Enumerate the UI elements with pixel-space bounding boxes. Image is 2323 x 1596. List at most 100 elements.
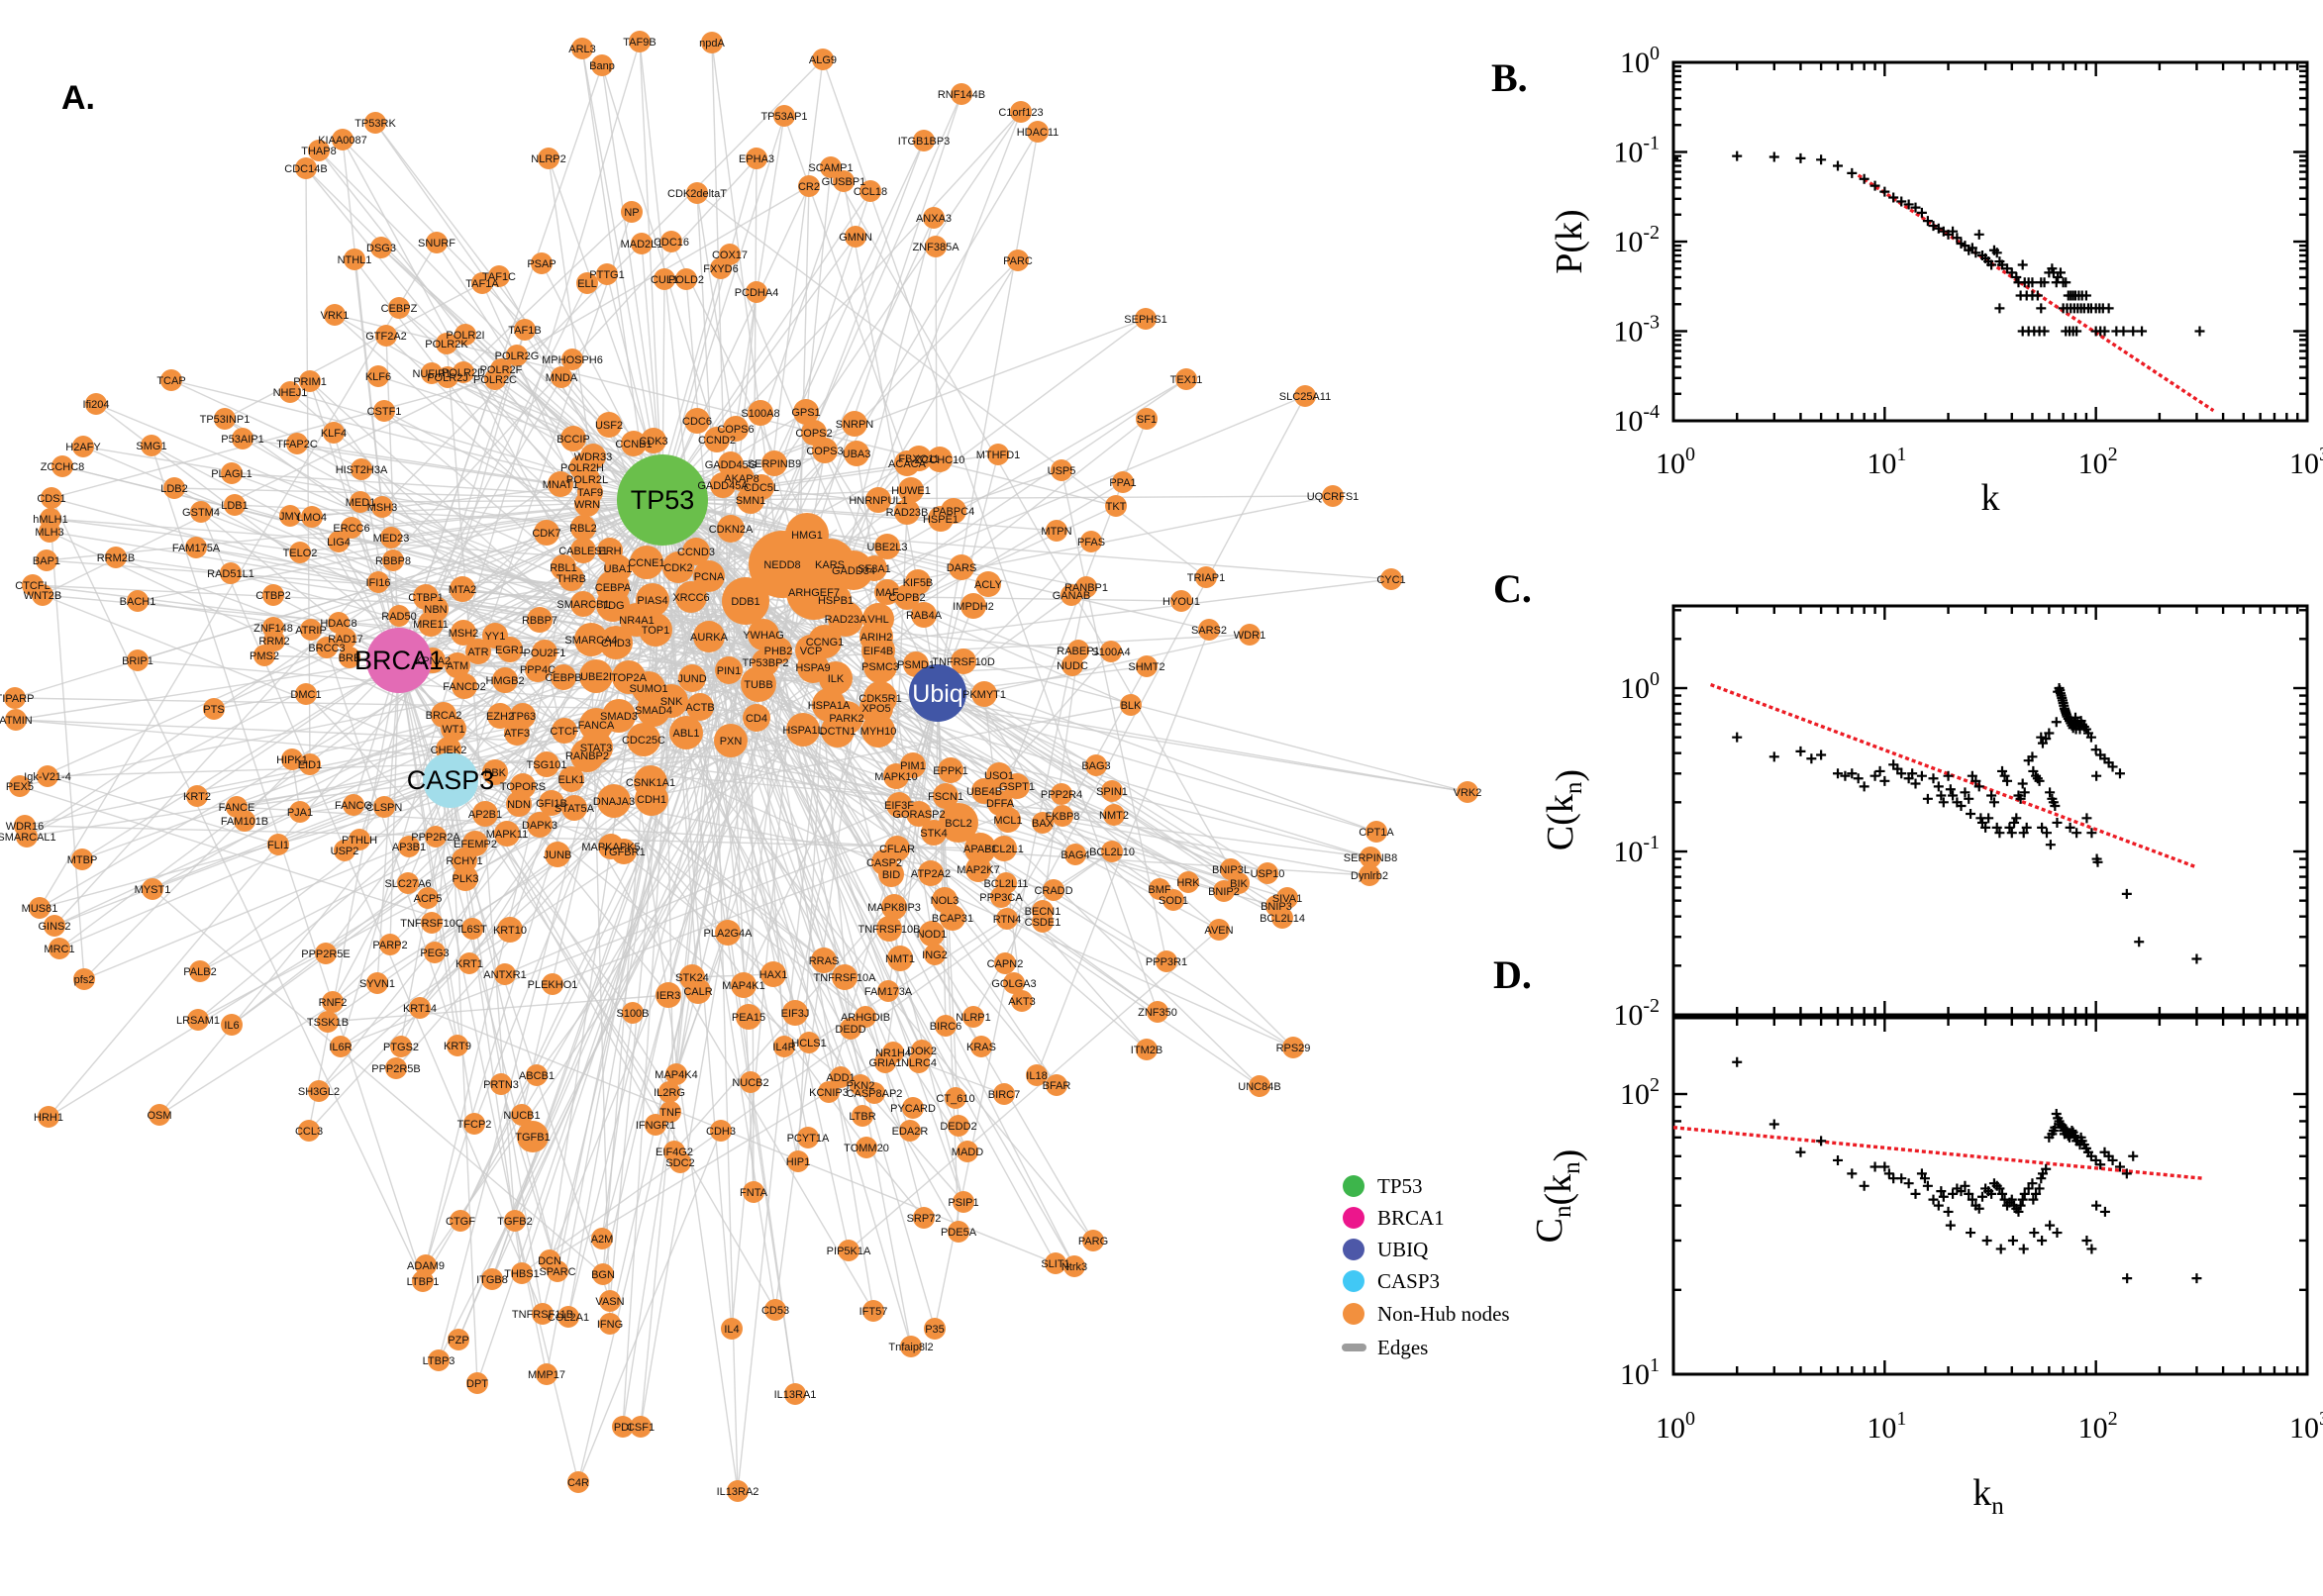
svg-text:CPT1A: CPT1A bbox=[1359, 827, 1394, 839]
svg-text:PARK2: PARK2 bbox=[829, 713, 863, 725]
svg-text:FNTA: FNTA bbox=[740, 1187, 768, 1199]
svg-text:HAX1: HAX1 bbox=[759, 969, 788, 981]
svg-text:TGFBR1: TGFBR1 bbox=[602, 847, 645, 858]
svg-text:PARP2: PARP2 bbox=[372, 940, 407, 951]
svg-text:NR4A1: NR4A1 bbox=[619, 615, 654, 627]
svg-text:BIRC7: BIRC7 bbox=[988, 1089, 1020, 1101]
svg-text:HRK: HRK bbox=[1176, 877, 1200, 889]
svg-text:MTBP: MTBP bbox=[67, 854, 98, 866]
svg-text:PKMYT1: PKMYT1 bbox=[962, 689, 1006, 701]
svg-text:MPHOSPH6: MPHOSPH6 bbox=[542, 354, 603, 366]
svg-text:RBBP7: RBBP7 bbox=[522, 615, 557, 627]
svg-text:PPP3CA: PPP3CA bbox=[979, 892, 1023, 904]
svg-text:BRCA1: BRCA1 bbox=[354, 646, 444, 675]
svg-text:PLAGL1: PLAGL1 bbox=[211, 468, 252, 480]
svg-text:CASP2: CASP2 bbox=[866, 857, 902, 869]
svg-text:TP53INP1: TP53INP1 bbox=[200, 414, 251, 426]
svg-text:IFT57: IFT57 bbox=[859, 1306, 888, 1318]
svg-text:SYVN1: SYVN1 bbox=[359, 978, 395, 990]
svg-text:GADD34: GADD34 bbox=[832, 565, 875, 577]
svg-text:PIAS4: PIAS4 bbox=[637, 595, 667, 607]
svg-text:MED1: MED1 bbox=[346, 497, 376, 509]
svg-text:ELK1: ELK1 bbox=[558, 774, 585, 786]
svg-text:EPPK1: EPPK1 bbox=[933, 765, 967, 777]
svg-text:KRT1: KRT1 bbox=[455, 958, 483, 970]
svg-text:POLR2F: POLR2F bbox=[480, 364, 523, 376]
svg-text:S100A8: S100A8 bbox=[741, 408, 779, 420]
svg-text:MAP4K1: MAP4K1 bbox=[722, 980, 764, 992]
svg-text:MED23: MED23 bbox=[373, 533, 410, 545]
svg-text:TP53: TP53 bbox=[631, 485, 695, 515]
svg-text:MAPKAPK5: MAPKAPK5 bbox=[581, 842, 640, 853]
svg-text:KARS: KARS bbox=[815, 559, 845, 571]
svg-text:GTF2A2: GTF2A2 bbox=[365, 331, 407, 343]
svg-text:ATM: ATM bbox=[447, 660, 468, 672]
svg-text:MAPK11: MAPK11 bbox=[486, 829, 529, 841]
svg-text:P(k): P(k) bbox=[1549, 209, 1590, 273]
svg-text:101: 101 bbox=[1867, 1408, 1906, 1445]
svg-text:NUCB2: NUCB2 bbox=[732, 1077, 768, 1089]
svg-text:BAG4: BAG4 bbox=[1060, 849, 1089, 861]
svg-text:NOD1: NOD1 bbox=[917, 929, 948, 941]
svg-text:TOPORS: TOPORS bbox=[500, 781, 546, 793]
svg-text:CDK5R1: CDK5R1 bbox=[858, 693, 901, 705]
svg-text:IL6ST: IL6ST bbox=[457, 924, 487, 936]
svg-text:AP2B1: AP2B1 bbox=[468, 809, 502, 821]
svg-text:TCAP: TCAP bbox=[156, 375, 185, 387]
svg-text:USP2: USP2 bbox=[331, 846, 359, 857]
svg-text:TDG: TDG bbox=[601, 600, 624, 612]
svg-text:CASP3: CASP3 bbox=[407, 765, 495, 795]
svg-text:AURKA: AURKA bbox=[690, 632, 729, 644]
svg-text:HYOU1: HYOU1 bbox=[1162, 596, 1200, 608]
svg-text:HDAC8: HDAC8 bbox=[320, 618, 356, 630]
svg-text:ATMIN: ATMIN bbox=[0, 715, 33, 727]
svg-text:CSDE1: CSDE1 bbox=[1025, 917, 1061, 929]
svg-text:FLI1: FLI1 bbox=[267, 840, 289, 851]
svg-text:RABEP1: RABEP1 bbox=[1057, 646, 1099, 657]
svg-text:PKN2: PKN2 bbox=[847, 1080, 875, 1092]
svg-text:ILK: ILK bbox=[828, 673, 845, 685]
svg-text:DCN: DCN bbox=[538, 1255, 561, 1267]
svg-text:SLIT1: SLIT1 bbox=[1041, 1258, 1069, 1270]
svg-text:CDH1: CDH1 bbox=[637, 794, 666, 806]
svg-text:Ifi204: Ifi204 bbox=[83, 399, 110, 411]
svg-text:NR1H4: NR1H4 bbox=[875, 1047, 911, 1059]
svg-text:TAF9: TAF9 bbox=[577, 487, 603, 499]
svg-text:102: 102 bbox=[1620, 1074, 1660, 1111]
svg-text:BIRC6: BIRC6 bbox=[930, 1021, 961, 1033]
svg-text:LTBP1: LTBP1 bbox=[407, 1276, 440, 1288]
svg-text:PPP2R5E: PPP2R5E bbox=[301, 948, 351, 960]
svg-text:PTTG1: PTTG1 bbox=[589, 269, 624, 281]
svg-text:MYH10: MYH10 bbox=[860, 726, 897, 738]
svg-text:TAF1C: TAF1C bbox=[482, 271, 516, 283]
svg-text:CYC1: CYC1 bbox=[1376, 574, 1405, 586]
svg-text:CHEK2: CHEK2 bbox=[431, 745, 467, 756]
svg-text:UBE2I: UBE2I bbox=[580, 671, 612, 683]
svg-text:COPS3: COPS3 bbox=[806, 446, 843, 457]
svg-text:SMARCA4: SMARCA4 bbox=[564, 635, 617, 647]
svg-text:Non-Hub nodes: Non-Hub nodes bbox=[1377, 1302, 1510, 1326]
log-log-charts: 10010-110-210-310-4100101102103kP(k)1001… bbox=[1529, 43, 2323, 1520]
svg-text:10-4: 10-4 bbox=[1613, 401, 1660, 438]
svg-text:IL6R: IL6R bbox=[329, 1042, 352, 1053]
svg-text:IL4R: IL4R bbox=[772, 1042, 795, 1053]
svg-text:HDAC11: HDAC11 bbox=[1017, 127, 1060, 139]
svg-text:VCP: VCP bbox=[800, 646, 823, 657]
svg-text:MNDA: MNDA bbox=[546, 372, 578, 384]
svg-text:PTHLH: PTHLH bbox=[342, 835, 377, 847]
svg-text:JUND: JUND bbox=[677, 673, 706, 685]
svg-text:ABL1: ABL1 bbox=[673, 728, 700, 740]
svg-text:NBN: NBN bbox=[424, 604, 447, 616]
svg-text:CDKN2A: CDKN2A bbox=[709, 524, 754, 536]
svg-text:100: 100 bbox=[1656, 1408, 1695, 1445]
svg-text:USP10: USP10 bbox=[1251, 868, 1285, 880]
svg-text:WNT2B: WNT2B bbox=[24, 590, 62, 602]
svg-text:TP53: TP53 bbox=[1377, 1174, 1423, 1198]
svg-text:CTBP1: CTBP1 bbox=[408, 592, 443, 604]
svg-text:SF3A1: SF3A1 bbox=[858, 563, 891, 575]
svg-text:EGR1: EGR1 bbox=[495, 645, 525, 656]
svg-text:SNRPN: SNRPN bbox=[836, 419, 874, 431]
svg-text:HMG1: HMG1 bbox=[791, 530, 823, 542]
svg-text:TP53RK: TP53RK bbox=[354, 118, 396, 130]
